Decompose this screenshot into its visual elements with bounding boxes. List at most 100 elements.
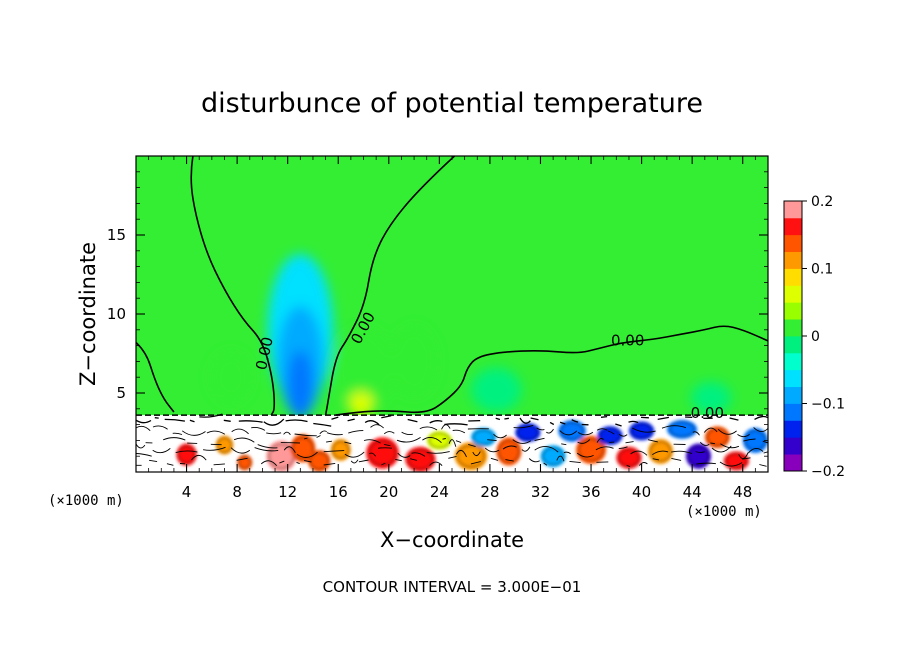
x-tick-labels: 4 8 12 16 20 24 28 32 36 40 44 48 [182, 483, 752, 501]
colorbar-cell-11 [784, 268, 802, 286]
boundary-blob-3 [330, 438, 351, 461]
anomaly-region-7 [470, 367, 522, 412]
anomaly-region-4 [333, 328, 394, 411]
boundary-blob-16 [628, 421, 655, 441]
boundary-layer-blobs [176, 419, 768, 472]
colorbar-cell-4 [784, 386, 802, 404]
boundary-blob-23 [176, 443, 197, 466]
boundary-blob-21 [723, 451, 750, 471]
colorbar-cell-5 [784, 369, 802, 388]
colorbar-cell-9 [784, 302, 802, 320]
colorbar-cell-15 [784, 201, 802, 219]
boundary-blob-7 [454, 441, 488, 471]
boundary-blob-contour-23 [178, 445, 196, 464]
boundary-blob-19 [685, 443, 712, 469]
boundary-blob-11 [540, 445, 566, 468]
contour-label-3: 0.00 [691, 404, 724, 422]
colorbar-cell-2 [784, 420, 802, 438]
colorbar-cells [784, 201, 802, 472]
boundary-layer-contour-lines [136, 413, 768, 468]
boundary-layer-field [136, 413, 768, 472]
colorbar: −0.2 −0.1 0 0.1 0.2 [783, 194, 845, 480]
zero-contour-line-0 [136, 341, 175, 413]
colorbar-tick-label-3: 0.1 [811, 262, 833, 278]
zero-contour-line-3 [335, 325, 768, 416]
anomaly-region-2 [287, 350, 313, 420]
boundary-blob-contour-25 [238, 456, 252, 469]
chart-title: disturbunce of potential temperature [201, 88, 703, 119]
boundary-blob-contour-12 [560, 422, 584, 440]
y-tick-labels: 5 10 15 [107, 226, 126, 402]
boundary-blob-10 [515, 423, 541, 442]
boundary-blob-14 [597, 426, 623, 446]
y-tick-label-5: 5 [116, 384, 126, 402]
colorbar-cell-14 [784, 217, 802, 236]
zero-contour-line-1 [190, 156, 276, 416]
boundary-blob-1 [290, 434, 316, 463]
boundary-blob-contour-6 [428, 432, 450, 448]
x-tick-label-32: 32 [531, 483, 550, 501]
boundary-blob-contour-8 [473, 429, 495, 445]
x-tick-label-20: 20 [379, 483, 398, 501]
colorbar-ticks: −0.2 −0.1 0 0.1 0.2 [802, 194, 845, 480]
boundary-blob-8 [470, 427, 497, 447]
anomaly-region-8 [690, 381, 732, 414]
boundary-blob-contour-21 [725, 453, 747, 469]
boundary-contour-row-4 [136, 454, 767, 468]
boundary-blob-contour-24 [216, 437, 233, 453]
x-tick-label-24: 24 [430, 483, 449, 501]
colorbar-cell-12 [784, 251, 802, 269]
colorbar-cell-0 [784, 454, 802, 472]
zero-contours [136, 156, 768, 416]
colorbar-cell-3 [784, 403, 802, 421]
boundary-blob-contour-19 [687, 446, 710, 467]
boundary-blob-12 [558, 419, 586, 442]
colorbar-cell-8 [784, 319, 802, 337]
colorbar-tick-label-1: −0.1 [811, 397, 845, 413]
axis-ticks [136, 156, 768, 472]
colorbar-cell-10 [784, 285, 802, 303]
x-tick-label-12: 12 [278, 483, 297, 501]
colorbar-tick-label-0: −0.2 [811, 464, 845, 480]
zero-contour-line-2 [324, 156, 456, 416]
boundary-contour-row-1 [136, 424, 768, 439]
boundary-blob-contour-18 [669, 421, 695, 437]
anomaly-region-3 [210, 351, 252, 403]
boundary-blob-5 [405, 446, 436, 472]
x-unit-label-right: (×1000 m) [686, 504, 762, 520]
y-tick-label-15: 15 [107, 226, 126, 244]
contour-label-2: 0.00 [611, 331, 644, 349]
boundary-blob-18 [666, 419, 698, 439]
boundary-blob-contour-3 [332, 441, 350, 459]
x-unit-label-left: (×1000 m) [48, 493, 124, 509]
colorbar-cell-1 [784, 437, 802, 455]
boundary-blob-24 [215, 435, 234, 455]
boundary-blob-contour-2 [309, 452, 329, 470]
boundary-contour-row-0 [136, 413, 768, 427]
boundary-blob-contour-11 [542, 447, 564, 465]
plot-area: 0.000.00 0.000.00 [135, 155, 769, 473]
boundary-blob-25 [237, 454, 253, 471]
colorbar-tick-label-4: 0.2 [811, 194, 833, 210]
boundary-blob-contour-20 [706, 428, 729, 446]
boundary-blob-contour-5 [407, 449, 433, 470]
y-axis-title: Z−coordinate [76, 242, 100, 386]
boundary-contour-row-2 [136, 435, 768, 449]
x-tick-label-44: 44 [683, 483, 702, 501]
boundary-blob-contour-17 [649, 441, 672, 462]
boundary-blob-15 [616, 446, 642, 469]
boundary-blob-contour-13 [578, 438, 604, 461]
x-tick-label-48: 48 [733, 483, 752, 501]
x-axis-title: X−coordinate [380, 528, 524, 552]
x-tick-label-36: 36 [581, 483, 600, 501]
x-tick-label-28: 28 [480, 483, 499, 501]
boundary-blob-contour-10 [517, 424, 539, 441]
colorbar-cell-7 [784, 336, 802, 354]
boundary-contour-row-3 [136, 445, 768, 459]
colorbar-cell-13 [784, 234, 802, 253]
y-tick-label-10: 10 [107, 305, 126, 323]
upper-anomaly-field [210, 253, 732, 420]
contour-labels: 0.000.00 0.000.00 [252, 309, 724, 422]
x-tick-label-4: 4 [182, 483, 192, 501]
